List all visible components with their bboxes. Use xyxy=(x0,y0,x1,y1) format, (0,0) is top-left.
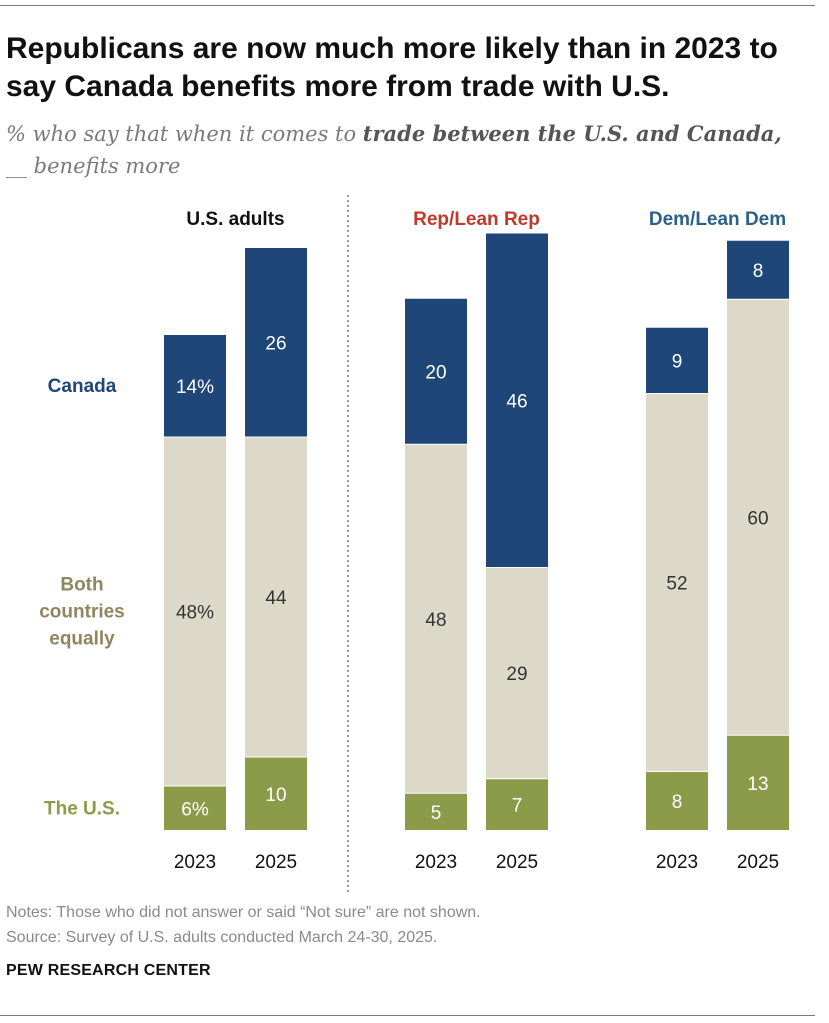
bar-segment xyxy=(486,233,548,567)
bar-segment xyxy=(405,298,467,444)
data-label: 13 xyxy=(747,774,768,795)
bar-segment xyxy=(164,437,226,786)
year-tick-label: 2023 xyxy=(415,852,457,873)
data-label: 10 xyxy=(265,785,286,806)
category-label: equally xyxy=(49,629,115,650)
bar-segment xyxy=(245,437,307,757)
data-label: 48 xyxy=(425,610,446,631)
data-label: 48% xyxy=(176,603,214,624)
subtitle-bold: trade between the U.S. and Canada, xyxy=(362,121,782,146)
bar-segment xyxy=(164,335,226,437)
data-label: 8 xyxy=(672,792,683,813)
bar-segment xyxy=(646,772,708,830)
bar-segment xyxy=(727,735,789,830)
year-tick-label: 2023 xyxy=(174,852,216,873)
bottom-rule xyxy=(0,1015,815,1016)
bar-segment xyxy=(405,444,467,793)
bar-segment xyxy=(486,568,548,779)
bar-segment xyxy=(164,786,226,830)
data-label: 6% xyxy=(181,799,209,820)
data-label: 5 xyxy=(431,803,442,824)
year-tick-label: 2025 xyxy=(255,852,297,873)
group-header: Rep/Lean Rep xyxy=(413,209,540,230)
group-header: Dem/Lean Dem xyxy=(649,209,786,230)
org-logo-text: PEW RESEARCH CENTER xyxy=(6,962,211,979)
bar-segment xyxy=(727,240,789,299)
category-label: countries xyxy=(39,602,125,623)
chart-notes: Notes: Those who did not answer or said … xyxy=(6,904,481,921)
subtitle-prefix: % who say that when it comes to xyxy=(6,122,363,146)
bar-segment xyxy=(245,757,307,830)
subtitle-suffix: __ benefits more xyxy=(6,154,181,178)
year-tick-label: 2023 xyxy=(656,852,698,873)
data-label: 26 xyxy=(265,333,286,354)
category-label: The U.S. xyxy=(44,798,120,819)
data-label: 60 xyxy=(747,508,768,529)
data-label: 9 xyxy=(672,351,683,372)
bar-segment xyxy=(646,394,708,771)
chart-title: Republicans are now much more likely tha… xyxy=(6,32,778,103)
category-label: Canada xyxy=(48,376,117,397)
chart-subtitle: % who say that when it comes to trade be… xyxy=(6,118,806,182)
top-rule xyxy=(0,5,815,6)
bar-segment xyxy=(245,248,307,437)
data-label: 29 xyxy=(506,664,527,685)
category-label: Both xyxy=(60,575,103,596)
bar-segment xyxy=(486,779,548,830)
year-tick-label: 2025 xyxy=(496,852,538,873)
year-tick-label: 2025 xyxy=(737,852,779,873)
data-label: 52 xyxy=(666,574,687,595)
data-label: 46 xyxy=(506,391,527,412)
chart-source: Source: Survey of U.S. adults conducted … xyxy=(6,929,438,946)
data-label: 8 xyxy=(753,261,764,282)
data-label: 44 xyxy=(265,588,287,609)
bar-segment xyxy=(646,327,708,393)
data-label: 20 xyxy=(425,362,446,383)
data-label: 14% xyxy=(176,377,214,398)
stacked-bar-chart: U.S. adults 6% 48% 14% 2023 10 44 26 2025 Rep/Lea… xyxy=(39,195,789,895)
data-label: 7 xyxy=(512,796,523,817)
bar-segment xyxy=(727,299,789,735)
bar-segment xyxy=(405,793,467,830)
group-header: U.S. adults xyxy=(186,209,284,230)
